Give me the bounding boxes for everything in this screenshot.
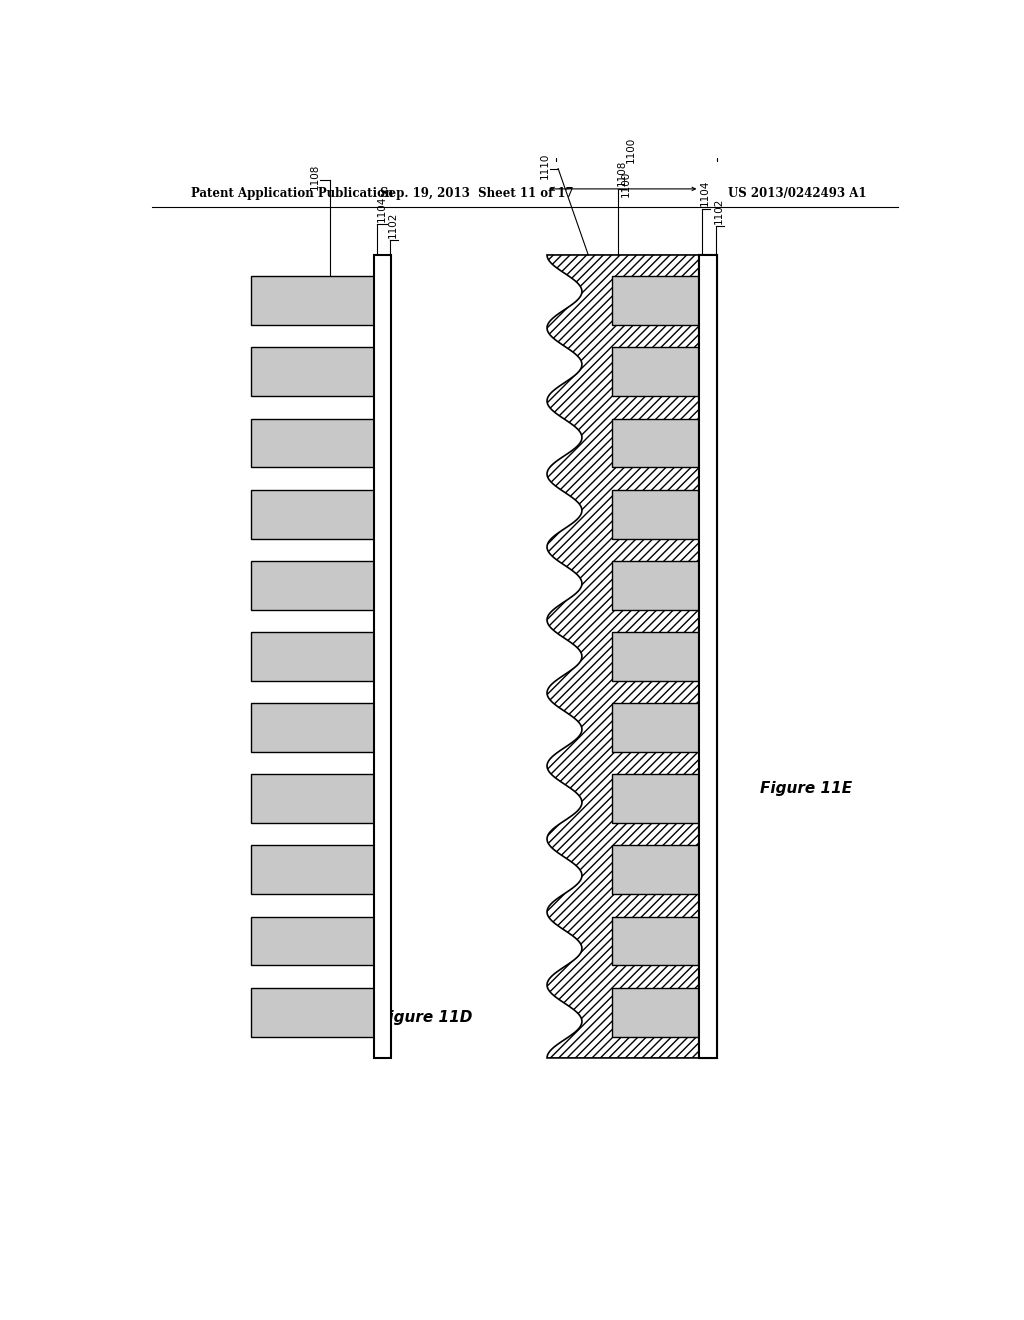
Bar xyxy=(612,704,699,752)
Bar xyxy=(612,987,699,1036)
Bar xyxy=(251,987,374,1036)
Bar xyxy=(251,418,374,467)
Bar xyxy=(251,347,374,396)
Polygon shape xyxy=(547,255,699,1057)
Text: Patent Application Publication: Patent Application Publication xyxy=(191,187,394,201)
Text: US 2013/0242493 A1: US 2013/0242493 A1 xyxy=(727,187,866,201)
Bar xyxy=(612,276,699,325)
Text: Figure 11E: Figure 11E xyxy=(761,781,853,796)
Text: 1104: 1104 xyxy=(377,197,387,223)
Bar xyxy=(251,775,374,824)
Bar xyxy=(374,255,391,1057)
Text: Figure 11D: Figure 11D xyxy=(379,1010,473,1024)
Text: 1100: 1100 xyxy=(627,137,636,164)
Text: 1110: 1110 xyxy=(541,152,550,178)
Text: 1102: 1102 xyxy=(714,198,724,224)
Bar xyxy=(612,846,699,894)
Bar xyxy=(612,561,699,610)
Bar xyxy=(612,347,699,396)
Text: 1102: 1102 xyxy=(388,211,397,238)
Bar xyxy=(251,846,374,894)
Bar xyxy=(251,704,374,752)
Bar xyxy=(612,916,699,965)
Text: 1104: 1104 xyxy=(699,180,710,206)
Bar xyxy=(612,490,699,539)
Bar xyxy=(251,632,374,681)
Bar xyxy=(612,418,699,467)
Text: 1108: 1108 xyxy=(310,164,321,190)
Bar xyxy=(251,276,374,325)
Bar xyxy=(699,255,717,1057)
Bar xyxy=(699,255,717,1057)
Text: Sep. 19, 2013  Sheet 11 of 17: Sep. 19, 2013 Sheet 11 of 17 xyxy=(380,187,574,201)
Text: 1108: 1108 xyxy=(616,160,627,186)
Bar xyxy=(612,775,699,824)
Bar xyxy=(612,632,699,681)
Bar xyxy=(251,916,374,965)
Bar xyxy=(251,561,374,610)
Bar xyxy=(251,490,374,539)
Text: 1100: 1100 xyxy=(622,170,631,197)
